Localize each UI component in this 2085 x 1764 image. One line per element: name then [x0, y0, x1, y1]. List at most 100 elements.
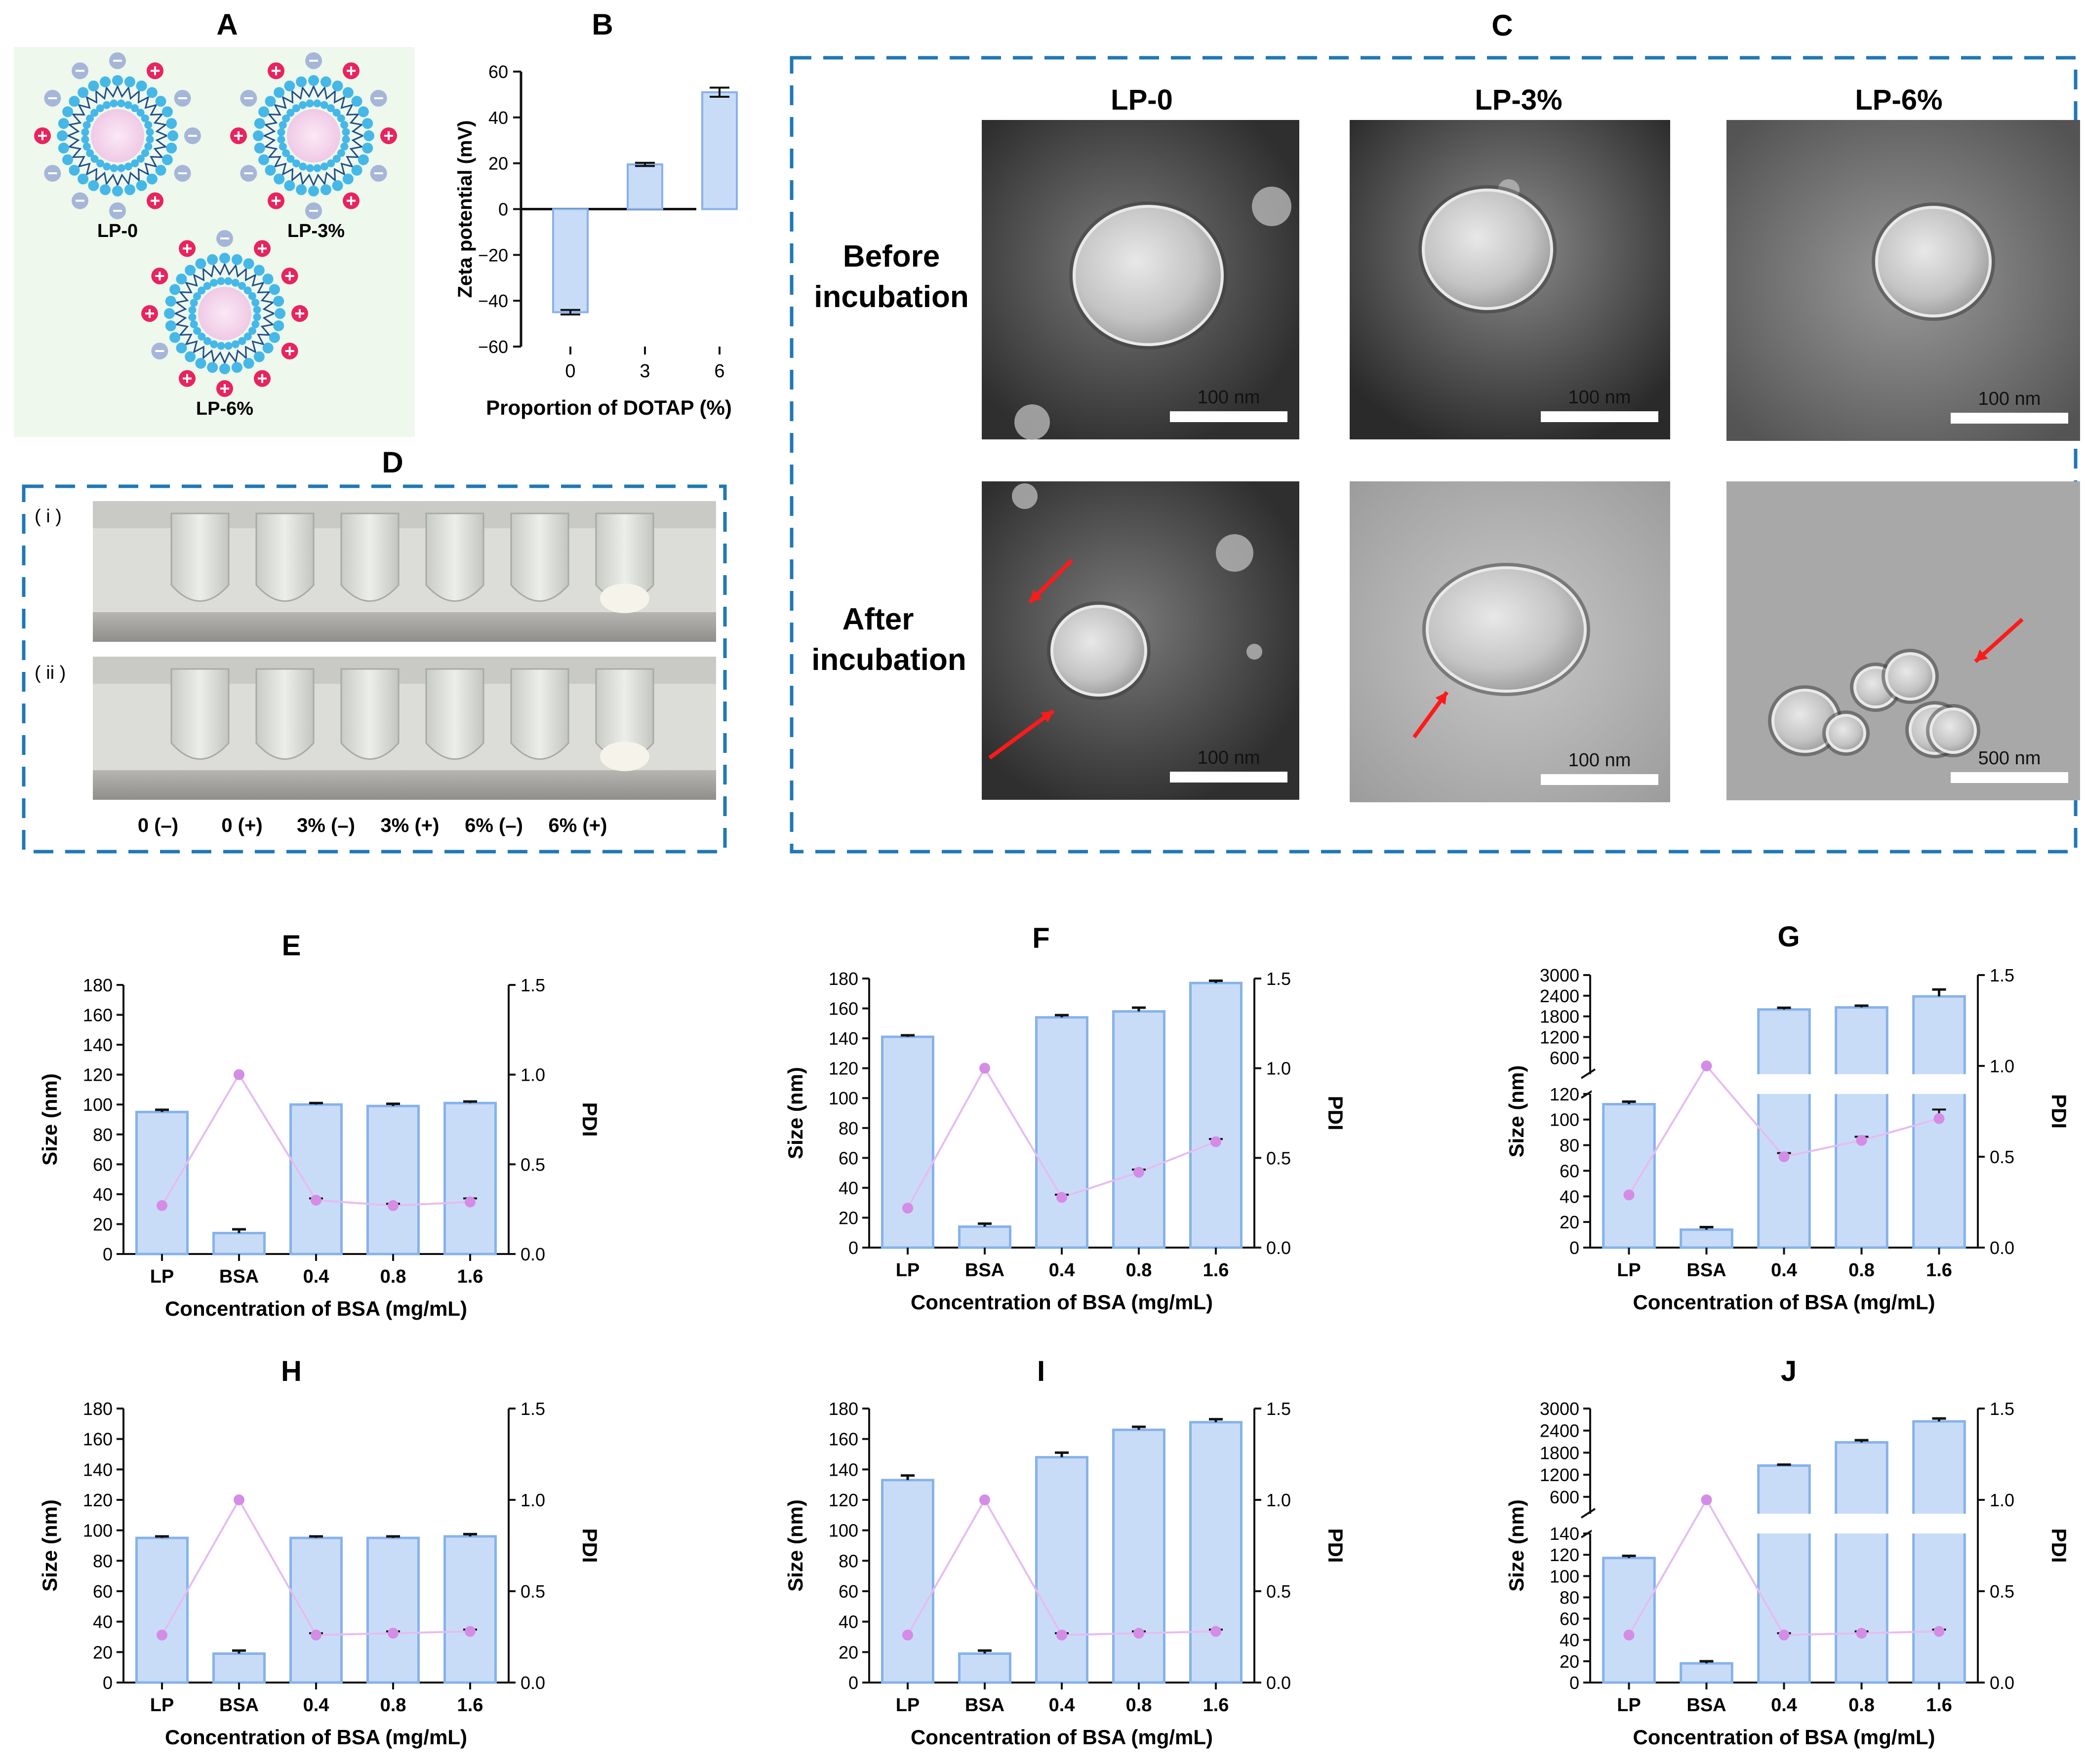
y-tick-label: 3000: [1540, 1399, 1579, 1419]
y-tick-label: 120: [83, 1065, 113, 1085]
lipid-head: [299, 162, 307, 171]
lipid-head: [103, 101, 111, 109]
x-tick-label: 0: [565, 361, 575, 382]
size-error-bar: [1622, 1100, 1636, 1104]
y-axis-label: Size (nm): [1505, 1065, 1528, 1158]
lipid-head: [342, 128, 350, 136]
panel-a-letter: A: [216, 8, 238, 41]
lipid-head: [253, 306, 261, 314]
lipid-head: [351, 96, 362, 107]
y-tick-label: 1800: [1540, 1007, 1579, 1027]
row-label-after-1: After: [842, 602, 914, 636]
x-tick-label: 0.8: [1126, 1260, 1152, 1281]
lipid-head: [136, 109, 145, 117]
size-error-bar: [978, 1649, 992, 1654]
lipid-head: [58, 142, 69, 154]
x-tick-label: 0.4: [1049, 1260, 1075, 1281]
tube-label: 3% (–): [297, 815, 355, 836]
lipid-head: [254, 118, 265, 129]
y-tick-label-right: 1.5: [1266, 1399, 1291, 1419]
plus-glyph: [155, 272, 164, 280]
y-axis-label: Zeta potential (mV): [454, 120, 476, 298]
error-bar: [635, 161, 655, 167]
size-error-bar: [386, 1102, 400, 1106]
lipid-head: [306, 164, 314, 172]
bar: [627, 163, 663, 210]
y-tick-label: 80: [93, 1125, 113, 1145]
y-tick-label: 180: [829, 969, 858, 989]
pdi-point: [1701, 1494, 1712, 1505]
lipid-head: [362, 142, 373, 154]
y-tick-label: 180: [83, 975, 113, 995]
lipid-head: [265, 96, 276, 107]
lipid-head: [362, 118, 373, 129]
y-tick-label: 0: [1569, 1673, 1579, 1693]
y-tick-label: 0: [848, 1238, 858, 1258]
vesicle: [1422, 189, 1553, 310]
y-tick-label: 120: [829, 1058, 858, 1079]
size-bar: [135, 1536, 189, 1684]
lipid-head: [190, 320, 198, 328]
size-error-bar: [901, 1474, 915, 1480]
lipid-head: [96, 159, 105, 167]
lipid-head: [193, 327, 201, 335]
lipid-head: [274, 87, 285, 98]
scale-bar-label: 100 nm: [1198, 747, 1260, 768]
y-tick-label: 40: [488, 108, 508, 128]
pdi-point: [465, 1196, 476, 1208]
lipid-head: [161, 106, 173, 118]
lipid-head: [342, 173, 354, 185]
lipid-head: [224, 277, 233, 285]
lipid-head: [210, 278, 218, 287]
rack-bottom: [93, 770, 716, 800]
size-bar: [958, 1652, 1011, 1684]
pdi-point: [388, 1628, 399, 1639]
tube: [425, 668, 484, 760]
lipid-head: [231, 340, 240, 349]
x-tick-label: LP: [896, 1695, 920, 1716]
x-tick-label: 0.8: [380, 1266, 406, 1287]
size-error-bar: [1777, 1463, 1791, 1466]
lipid-head: [57, 130, 68, 141]
lipid-head: [262, 274, 274, 285]
panel-b: B −60 −40 −20 0 20 40 60 0 3 6 Proportion of DOTAP…: [454, 8, 738, 419]
lipid-head: [337, 149, 345, 157]
lipid-head: [81, 128, 89, 136]
lipid-head: [332, 155, 341, 163]
x-tick-label: 0.4: [303, 1695, 329, 1716]
lipid-head: [219, 253, 230, 264]
lipid-head: [308, 75, 319, 86]
small-vesicle: [1014, 404, 1050, 440]
y-tick-label: 0: [103, 1244, 113, 1264]
red-arrow-icon: [988, 709, 1055, 760]
lipid-head: [203, 282, 211, 290]
y-tick-label: 20: [488, 154, 508, 174]
y-tick-label: 40: [839, 1178, 858, 1198]
plus-glyph: [234, 131, 243, 140]
plus-glyph: [272, 66, 281, 76]
liposome-lp3: [230, 52, 397, 219]
tem-col-label-lp0: LP-0: [1111, 84, 1173, 116]
lipid-head: [198, 332, 206, 341]
size-bar: [289, 1536, 343, 1684]
size-bar: [1835, 1441, 1888, 1684]
size-error-bar: [1132, 1006, 1146, 1012]
lipid-head: [69, 164, 80, 176]
vesicle: [1885, 652, 1935, 701]
y-axis-label: Size (nm): [1505, 1499, 1528, 1592]
y-tick-label: 20: [93, 1642, 113, 1662]
pdi-point: [1623, 1189, 1635, 1201]
y-tick-label: 140: [83, 1459, 113, 1480]
y-tick-label: 60: [1560, 1609, 1579, 1629]
lipid-tails: [66, 84, 168, 187]
lipid-head: [265, 164, 276, 176]
lipid-head: [299, 101, 307, 109]
pdi-point: [1778, 1151, 1790, 1162]
y-tick-label: 60: [839, 1148, 858, 1168]
size-bar: [443, 1101, 497, 1255]
size-error-bar: [309, 1535, 323, 1538]
size-bar: [1112, 1428, 1165, 1684]
lipid-head: [88, 180, 99, 191]
lipid-head: [144, 142, 153, 151]
